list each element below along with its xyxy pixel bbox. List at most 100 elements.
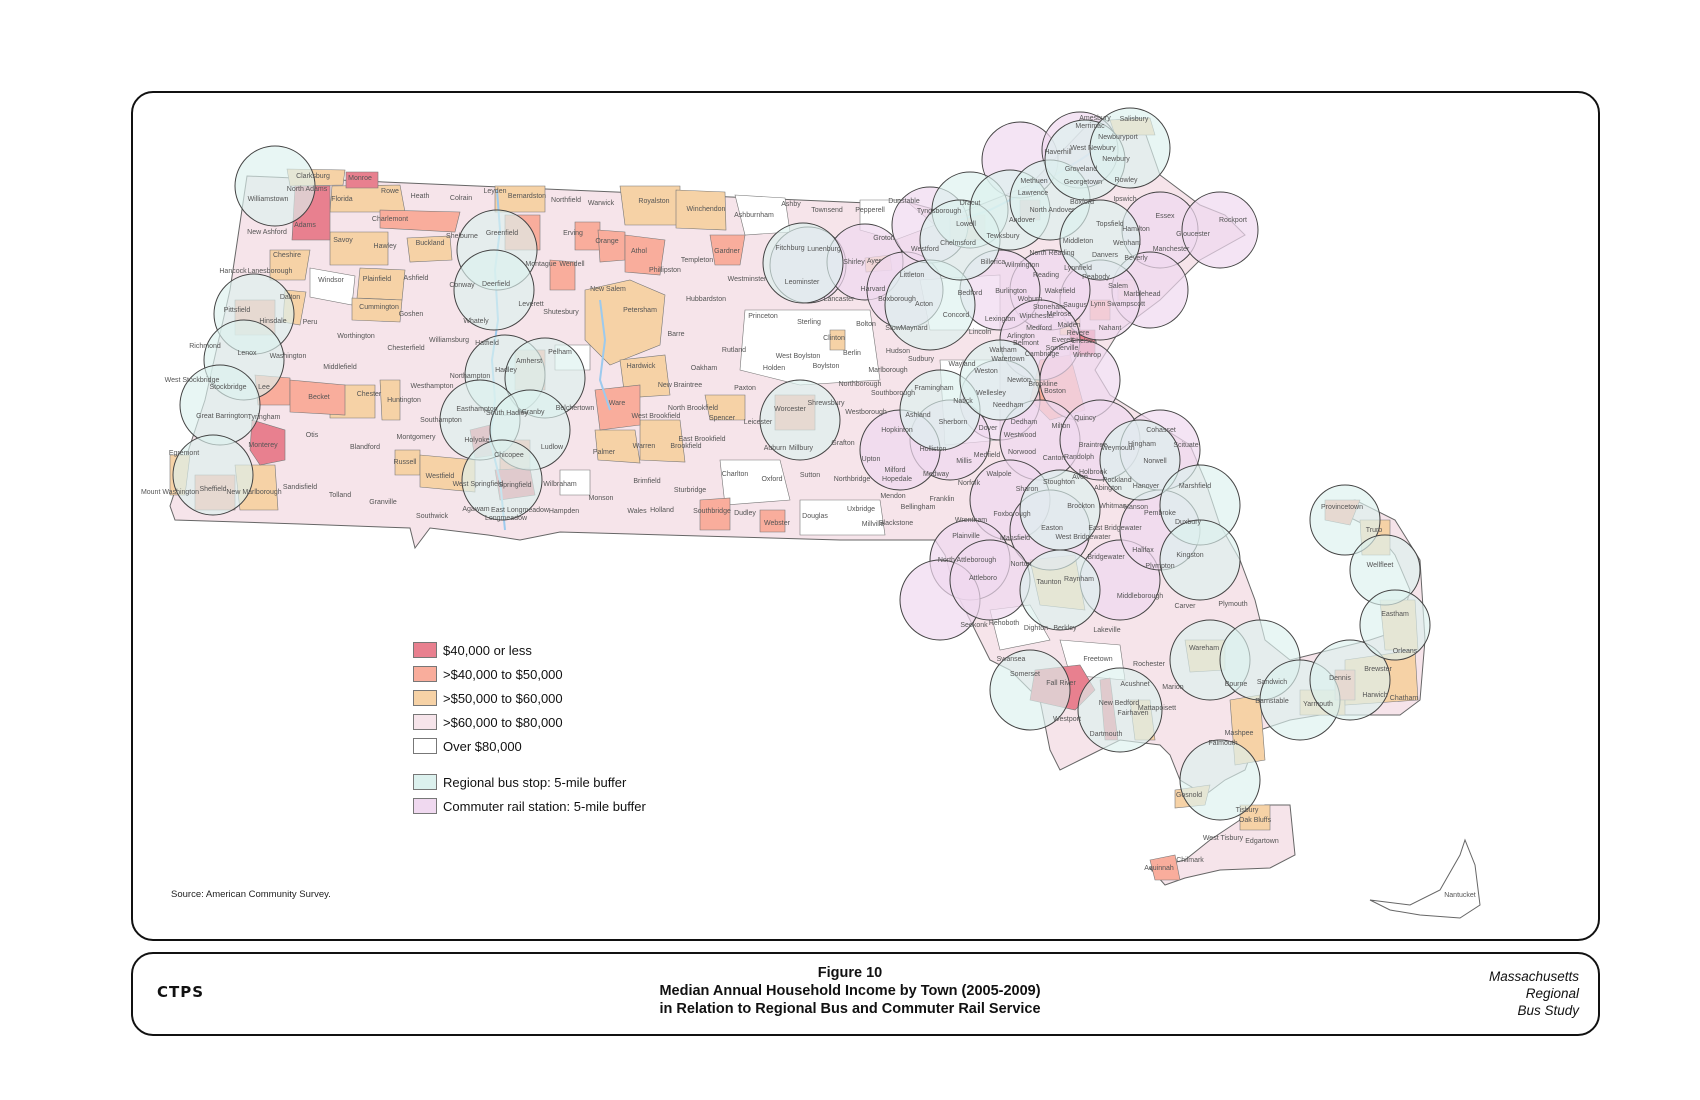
town-label: Wareham (1189, 645, 1219, 652)
town-label: Wilbraham (543, 481, 577, 488)
town-label: Upton (862, 456, 881, 463)
town-label: Lancaster (824, 296, 855, 303)
town-label: Williamstown (248, 196, 289, 203)
town-label: Whately (463, 318, 489, 325)
town-label: Pembroke (1144, 510, 1176, 517)
town-label: Bridgewater (1087, 554, 1125, 561)
town-label: Brookfield (670, 443, 701, 450)
town-label: Florida (331, 196, 353, 203)
town-label: Falmouth (1208, 740, 1237, 747)
town-label: Wakefield (1045, 288, 1076, 295)
town-label: Hancock (219, 268, 247, 275)
town-label: Leyden (484, 188, 507, 195)
town-label: Rowley (1115, 177, 1138, 184)
town-label: Cohasset (1146, 427, 1176, 434)
town-label: Holyoke (464, 437, 489, 444)
town-label: Erving (563, 230, 583, 237)
town-label: North Attleborough (938, 557, 996, 564)
swatch-40-50k (413, 666, 437, 682)
legend-item-income-40k-or-less: $40,000 or less (413, 638, 646, 662)
town-label: New Bedford (1099, 700, 1140, 707)
town-label: Aquinnah (1144, 865, 1174, 872)
figure-title: Figure 10 Median Annual Household Income… (600, 964, 1100, 1018)
town-label: Heath (411, 193, 430, 200)
town-label: North Brookfield (668, 405, 718, 412)
town-label: Chelsea (1071, 338, 1097, 345)
town-label: Holliston (920, 446, 947, 453)
town-label: Tewksbury (986, 233, 1020, 240)
town-label: Bolton (856, 321, 876, 328)
town-label: Foxborough (993, 511, 1030, 518)
town-label: Abington (1094, 485, 1122, 492)
town-label: Boylston (813, 363, 840, 370)
town-label: Melrose (1047, 311, 1072, 318)
town-label: Sandisfield (283, 484, 317, 491)
town-label: Lunenburg (807, 246, 841, 253)
town-label: Reading (1033, 272, 1059, 279)
town-label: South Hadley (486, 410, 529, 417)
town-label: Georgetown (1064, 179, 1102, 186)
town-label: Southwick (416, 513, 448, 520)
town-label: Stockbridge (210, 384, 247, 391)
town-label: Buckland (416, 240, 445, 247)
town-label: Littleton (900, 272, 925, 279)
town-label: Sherborn (939, 419, 968, 426)
town-label: Townsend (811, 207, 843, 214)
town-label: Chicopee (494, 452, 524, 459)
town-label: Mashpee (1225, 730, 1254, 737)
town-label: Attleboro (969, 575, 997, 582)
town-label: Acton (915, 301, 933, 308)
town-label: Natick (953, 398, 973, 405)
town-label: Petersham (623, 307, 657, 314)
town-label: Montague (525, 261, 556, 268)
town-label: Barnstable (1255, 698, 1289, 705)
town-label: Rutland (722, 347, 746, 354)
town-label: Middlefield (323, 364, 357, 371)
town-label: Kingston (1176, 552, 1203, 559)
town-label: Duxbury (1175, 519, 1202, 526)
town-labels: Clarksburg North Adams Monroe Williamstown F… (141, 115, 1476, 899)
town-label: Newbury (1102, 156, 1130, 163)
town-label: Hinsdale (259, 318, 286, 325)
town-label: Easton (1041, 525, 1063, 532)
town-label: Leicester (744, 419, 773, 426)
town-label: Ayer (867, 258, 882, 265)
town-label: Everett (1052, 337, 1074, 344)
town-label: Nantucket (1444, 892, 1476, 899)
town-label: Bernardston (508, 193, 546, 200)
town-label: Pelham (548, 349, 572, 356)
town-label: Fairhaven (1117, 710, 1148, 717)
town-label: Danvers (1092, 252, 1119, 259)
town-label: Sharon (1016, 486, 1039, 493)
study-line3: Bus Study (1517, 1003, 1579, 1018)
swatch-50-60k (413, 690, 437, 706)
town-label: Hadley (495, 367, 517, 374)
town-label: Brewster (1364, 666, 1392, 673)
town-label: Washington (270, 353, 307, 360)
town-label: Lincoln (969, 329, 991, 336)
town-label: Monroe (348, 175, 372, 182)
town-label: Phillipston (649, 267, 681, 274)
town-label: Plympton (1145, 563, 1174, 570)
town-label: Westhampton (410, 383, 453, 390)
town-label: Dalton (280, 294, 300, 301)
town-label: Waltham (989, 347, 1017, 354)
town-label: Provincetown (1321, 504, 1363, 511)
legend-label: $40,000 or less (443, 642, 532, 658)
town-label: Marion (1162, 684, 1184, 691)
town-label: Braintree (1079, 442, 1108, 449)
town-label: Middleborough (1117, 593, 1163, 600)
town-label: Milton (1052, 423, 1071, 430)
town-label: Berkley (1053, 625, 1077, 632)
town-label: Ashfield (404, 275, 429, 282)
town-label: Gardner (714, 248, 740, 255)
town-label: Walpole (986, 471, 1011, 478)
town-label: Oak Bluffs (1239, 817, 1272, 824)
town-label: Ashby (781, 201, 801, 208)
town-label: Winchendon (687, 206, 726, 213)
town-label: West Newbury (1070, 145, 1116, 152)
town-label: Groveland (1065, 166, 1097, 173)
town-label: Chester (357, 391, 382, 398)
town-label: Salem (1108, 283, 1128, 290)
town-label: Wrentham (955, 517, 987, 524)
